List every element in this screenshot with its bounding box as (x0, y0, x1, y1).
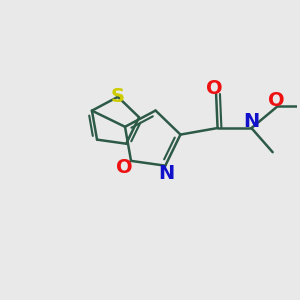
Text: N: N (159, 164, 175, 183)
Text: S: S (111, 87, 125, 106)
Text: O: O (206, 80, 223, 98)
Text: N: N (243, 112, 260, 131)
Text: O: O (268, 91, 285, 110)
Text: O: O (116, 158, 133, 177)
